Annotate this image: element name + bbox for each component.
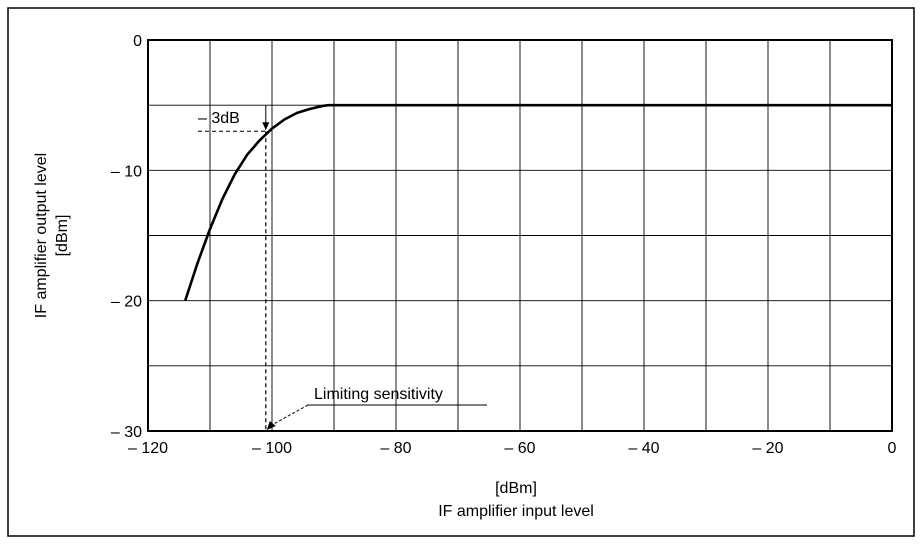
x-tick-label: – 80 bbox=[380, 440, 411, 457]
y-tick-label: – 10 bbox=[111, 163, 142, 180]
series-line bbox=[183, 103, 892, 302]
minus-3db-label: – 3dB bbox=[198, 110, 240, 127]
limiting-sensitivity-arrowhead bbox=[266, 421, 276, 430]
minus-3db-arrowhead bbox=[262, 122, 270, 131]
x-axis-title: IF amplifier input level bbox=[438, 503, 594, 520]
plot-frame bbox=[147, 39, 893, 432]
y-tick-label: – 20 bbox=[111, 294, 142, 311]
outer-border bbox=[7, 7, 915, 537]
x-tick-label: – 40 bbox=[628, 440, 659, 457]
x-axis-unit: [dBm] bbox=[495, 480, 537, 497]
y-axis-title: IF amplifier output level bbox=[33, 153, 50, 318]
x-tick-label: 0 bbox=[888, 440, 897, 457]
y-tick-label: 0 bbox=[133, 33, 142, 50]
y-tick-label: – 30 bbox=[111, 424, 142, 441]
limiting-sensitivity-label: Limiting sensitivity bbox=[314, 386, 443, 403]
x-tick-label: – 120 bbox=[128, 440, 168, 457]
limiting-sensitivity-leader bbox=[271, 404, 309, 426]
x-tick-label: – 100 bbox=[252, 440, 292, 457]
y-axis-unit: [dBm] bbox=[54, 215, 71, 257]
x-tick-label: – 20 bbox=[752, 440, 783, 457]
x-tick-label: – 60 bbox=[504, 440, 535, 457]
